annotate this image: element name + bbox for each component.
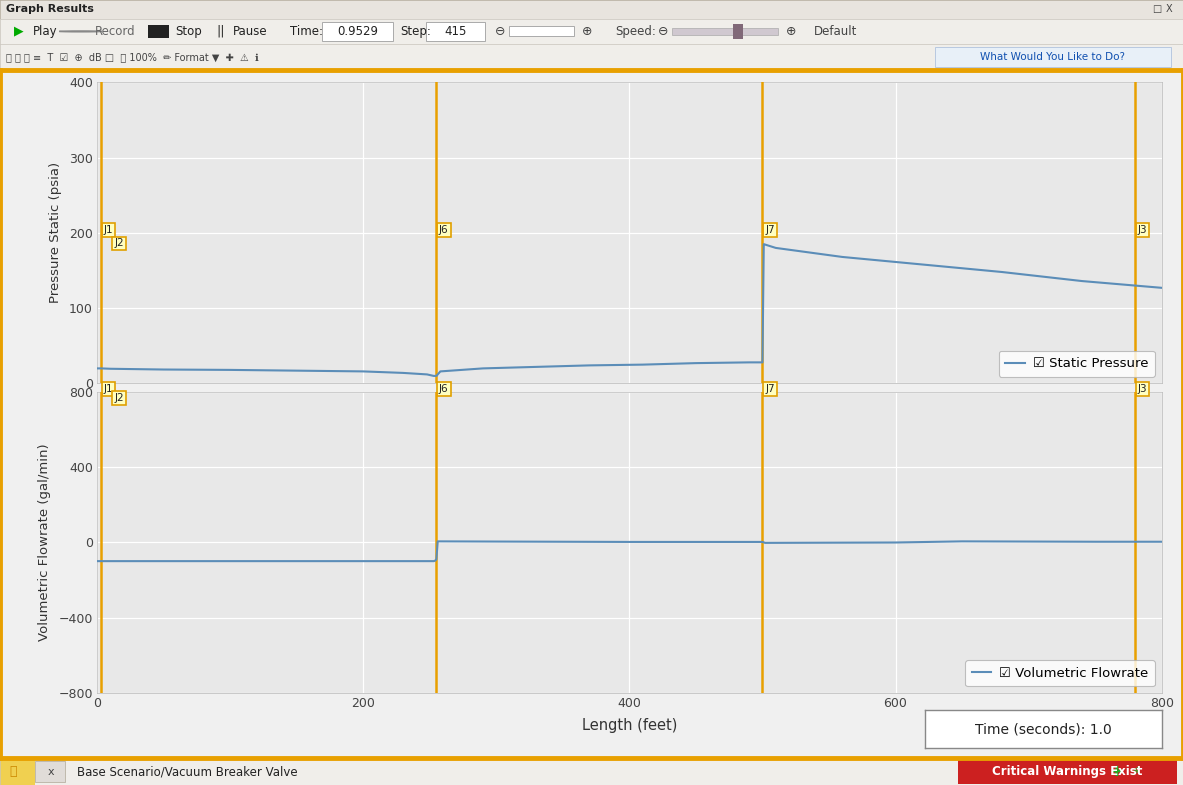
Text: What Would You Like to Do?: What Would You Like to Do? <box>981 52 1125 62</box>
Bar <box>35 761 65 783</box>
Bar <box>426 22 485 41</box>
Text: ⊖: ⊖ <box>494 25 505 38</box>
Y-axis label: Pressure Static (psia): Pressure Static (psia) <box>49 162 62 304</box>
Text: J2: J2 <box>115 393 124 403</box>
Text: J1: J1 <box>104 384 114 394</box>
Text: Step:: Step: <box>400 25 431 38</box>
Bar <box>509 27 574 36</box>
X-axis label: Length (feet): Length (feet) <box>582 718 677 733</box>
Text: J1: J1 <box>104 225 114 235</box>
Text: Default: Default <box>814 25 858 38</box>
Text: ⊕: ⊕ <box>786 25 796 38</box>
Text: □: □ <box>1152 5 1162 14</box>
Text: ▶: ▶ <box>14 25 24 38</box>
Bar <box>148 25 169 38</box>
Text: 📁: 📁 <box>9 765 17 778</box>
Text: Base Scenario/Vacuum Breaker Valve: Base Scenario/Vacuum Breaker Valve <box>77 765 297 778</box>
Text: Record: Record <box>95 25 135 38</box>
Text: Time (seconds): 1.0: Time (seconds): 1.0 <box>975 722 1112 736</box>
Bar <box>935 46 1171 68</box>
Text: Time:: Time: <box>290 25 323 38</box>
Text: ||: || <box>216 25 225 38</box>
Text: J6: J6 <box>439 225 448 235</box>
Bar <box>322 22 393 41</box>
Bar <box>672 27 778 35</box>
Text: Critical Warnings Exist: Critical Warnings Exist <box>991 765 1143 778</box>
Text: J2: J2 <box>115 239 124 248</box>
Text: Graph Results: Graph Results <box>6 5 93 14</box>
Text: Speed:: Speed: <box>615 25 657 38</box>
Text: X: X <box>1165 5 1172 14</box>
Text: J6: J6 <box>439 384 448 394</box>
Text: 0.9529: 0.9529 <box>337 25 377 38</box>
Y-axis label: Volumetric Flowrate (gal/min): Volumetric Flowrate (gal/min) <box>38 444 51 641</box>
Text: ✚  ⚡: ✚ ⚡ <box>1111 765 1142 779</box>
Text: ⊕: ⊕ <box>582 25 593 38</box>
Text: J3: J3 <box>1138 384 1148 394</box>
Legend: ☑ Volumetric Flowrate: ☑ Volumetric Flowrate <box>965 660 1155 686</box>
Text: x: x <box>47 767 54 776</box>
Legend: ☑ Static Pressure: ☑ Static Pressure <box>998 351 1155 377</box>
Text: 🖫 📋 🔍 ≡  T  ☑  ⊕  dB □  🔍 100%  ✏ Format ▼  ✚  ⚠  ℹ: 🖫 📋 🔍 ≡ T ☑ ⊕ dB □ 🔍 100% ✏ Format ▼ ✚ ⚠… <box>6 52 259 62</box>
Text: ⊖: ⊖ <box>658 25 668 38</box>
Bar <box>733 24 743 39</box>
Text: J3: J3 <box>1138 225 1148 235</box>
Text: J7: J7 <box>765 384 775 394</box>
Circle shape <box>59 31 102 32</box>
Text: Pause: Pause <box>233 25 267 38</box>
Text: J7: J7 <box>765 225 775 235</box>
Bar <box>0 758 35 785</box>
Text: Play: Play <box>33 25 58 38</box>
Text: 415: 415 <box>445 25 466 38</box>
Text: Stop: Stop <box>175 25 202 38</box>
Bar <box>958 760 1177 783</box>
